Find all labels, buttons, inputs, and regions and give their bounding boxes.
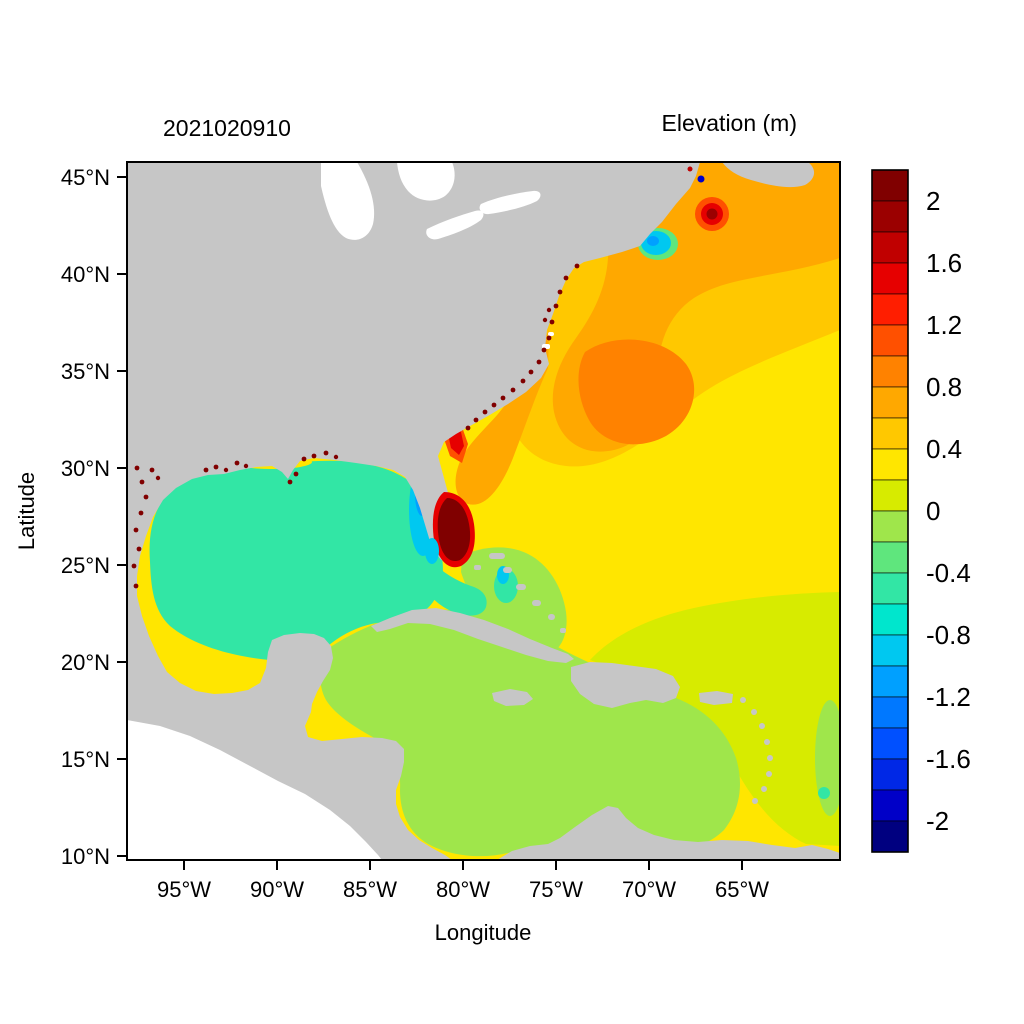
colorbar-band: [871, 200, 909, 233]
colorbar-band: [871, 386, 909, 419]
x-tick-label: 80°W: [436, 877, 490, 902]
plot-date-title: 2021020910: [163, 115, 291, 141]
colorbar-band: [871, 665, 909, 698]
region-gulf-of-mexico-teal: [149, 460, 443, 661]
x-tick-label: 75°W: [529, 877, 583, 902]
great-lakes: [321, 162, 554, 349]
x-tick-label: 85°W: [343, 877, 397, 902]
y-tick-label: 30°N: [61, 456, 110, 481]
colorbar-tick-label: -0.4: [926, 558, 971, 588]
x-axis-tick-marks: [183, 860, 743, 870]
colorbar-band: [871, 355, 909, 388]
colorbar-tick-label: -1.6: [926, 744, 971, 774]
colorbar-band: [871, 820, 909, 853]
colorbar-tick-label: -1.2: [926, 682, 971, 712]
region-bahamas-green: [461, 547, 567, 659]
colorbar-band: [871, 510, 909, 543]
y-tick-label: 20°N: [61, 650, 110, 675]
region-southwest-florida-cyan: [425, 538, 439, 564]
y-tick-label: 40°N: [61, 262, 110, 287]
colorbar-band: [871, 758, 909, 791]
land-south-america: [497, 806, 840, 860]
colorbar-border: [871, 169, 909, 853]
x-tick-label: 95°W: [157, 877, 211, 902]
y-axis-tick-labels: 45°N 40°N 35°N 30°N 25°N 20°N 15°N 10°N: [61, 165, 110, 869]
colorbar-tick-label: -0.8: [926, 620, 971, 650]
colorbar-band: [871, 603, 909, 636]
region-nantucket-blue-core: [647, 236, 659, 246]
x-axis-tick-labels: 95°W 90°W 85°W 80°W 75°W 70°W 65°W: [157, 877, 769, 902]
land-jamaica: [492, 689, 533, 706]
hotspot-gulf-of-maine-core: [706, 208, 718, 220]
map-frame: [126, 161, 841, 861]
colorbar-tick-label: 0: [926, 496, 940, 526]
colorbar-band: [871, 696, 909, 729]
region-offshore-dark-orange-lobe: [578, 339, 695, 445]
land-bahamas: [474, 553, 566, 633]
x-tick-label: 65°W: [715, 877, 769, 902]
y-tick-label: 35°N: [61, 359, 110, 384]
region-east-caribbean-green-streak: [815, 700, 840, 816]
x-tick-label: 70°W: [622, 877, 676, 902]
colorbar-band: [871, 634, 909, 667]
colorbar-band: [871, 262, 909, 295]
colorbar-tick-label: 2: [926, 186, 940, 216]
speck-red-top: [687, 166, 693, 172]
y-tick-label: 45°N: [61, 165, 110, 190]
colorbar-band: [871, 324, 909, 357]
region-southeast-yellowgreen: [590, 592, 840, 846]
lake-erie: [426, 210, 484, 240]
colorbar-band: [871, 231, 909, 264]
land-cuba: [371, 608, 574, 663]
colorbar-band: [871, 541, 909, 574]
colorbar-tick-label: 1.2: [926, 310, 962, 340]
speck-navy-top: [697, 175, 705, 183]
region-florida-straits-teal: [424, 560, 487, 616]
map-area: [127, 162, 840, 860]
land-north-america: [127, 162, 700, 860]
region-secoast-orange-tongue: [455, 330, 549, 505]
colorbar-band: [871, 293, 909, 326]
colorbar-band: [871, 572, 909, 605]
x-tick-label: 90°W: [250, 877, 304, 902]
colorbar-labels: 2 1.6 1.2 0.8 0.4 0 -0.4 -0.8 -1.2 -1.6 -2: [926, 186, 971, 836]
colorbar-band: [871, 448, 909, 481]
y-tick-label: 10°N: [61, 844, 110, 869]
region-caribbean-green: [320, 609, 740, 857]
colorbar-tick-label: 1.6: [926, 248, 962, 278]
colorbar-band: [871, 169, 909, 202]
colorbar-tick-label: -2: [926, 806, 949, 836]
colorbar-band: [871, 727, 909, 760]
region-east-caribbean-teal-spot: [818, 787, 830, 799]
land-hispaniola: [571, 662, 680, 708]
colorbar-title: Elevation (m): [662, 110, 797, 136]
colorbar-band: [871, 789, 909, 822]
pamlico-sound-fleck: [548, 332, 554, 336]
pacific-outside-domain: [127, 720, 382, 860]
colorbar-tick-label: 0.4: [926, 434, 962, 464]
lake-michigan: [321, 162, 375, 240]
colorbar-tick-label: 0.8: [926, 372, 962, 402]
y-tick-label: 25°N: [61, 553, 110, 578]
land-puerto-rico: [699, 691, 733, 705]
land-nova-scotia: [722, 162, 815, 188]
lake-ontario: [479, 190, 541, 215]
colorbar-band: [871, 479, 909, 512]
lake-huron: [397, 162, 455, 201]
y-axis-tick-marks: [117, 176, 127, 857]
coastal-flood-speckles: [131, 263, 580, 589]
colorbar-band: [871, 417, 909, 450]
x-axis-title: Longitude: [435, 920, 532, 945]
colorbar: [871, 169, 909, 853]
y-tick-label: 15°N: [61, 747, 110, 772]
land-lesser-antilles: [740, 697, 773, 804]
y-axis-title: Latitude: [14, 472, 39, 550]
region-south-florida-darkred-patch: [437, 498, 471, 562]
